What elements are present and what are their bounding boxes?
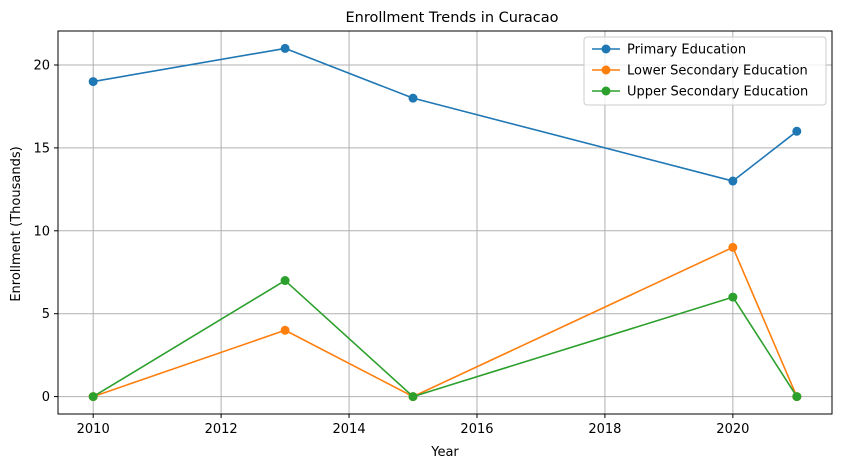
y-tick-label: 0 (42, 390, 50, 405)
series-3 (88, 276, 802, 402)
legend-item: Lower Secondary Education (592, 64, 808, 79)
legend-label: Primary Education (627, 43, 746, 58)
series-1 (88, 43, 802, 186)
data-point (728, 176, 738, 186)
x-tick-label: 2020 (716, 422, 749, 437)
legend-item: Primary Education (592, 43, 746, 58)
y-tick-label: 15 (33, 141, 50, 156)
series-line (92, 279, 798, 398)
legend-label: Upper Secondary Education (627, 85, 808, 100)
axis-ticks: 2010 2012 2014 2016 2018 2020 0 5 10 15 20 (33, 58, 749, 437)
y-tick-label: 5 (42, 307, 50, 322)
legend-swatch-marker (601, 86, 611, 96)
series-line (92, 246, 798, 398)
data-point (408, 93, 418, 103)
legend-item: Upper Secondary Education (592, 85, 808, 100)
legend-swatch-marker (601, 65, 611, 75)
data-point (728, 242, 738, 252)
x-tick-label: 2014 (333, 422, 366, 437)
data-point (408, 392, 418, 402)
y-tick-label: 10 (33, 224, 50, 239)
data-point (728, 292, 738, 302)
data-point (280, 325, 290, 335)
y-axis-label: Enrollment (Thousands) (9, 146, 24, 301)
legend-label: Lower Secondary Education (627, 64, 808, 79)
legend: Primary Education Lower Secondary Educati… (583, 36, 827, 106)
data-point (88, 77, 98, 87)
data-point (792, 126, 802, 136)
x-tick-label: 2010 (77, 422, 110, 437)
x-tick-label: 2016 (460, 422, 493, 437)
data-point (792, 392, 802, 402)
legend-box (583, 36, 827, 106)
data-point (280, 276, 290, 286)
x-tick-label: 2018 (588, 422, 621, 437)
series-2 (88, 242, 802, 402)
data-point (88, 392, 98, 402)
legend-swatch-marker (601, 44, 611, 54)
chart-title: Enrollment Trends in Curacao (345, 10, 558, 26)
data-point (280, 43, 290, 53)
x-tick-label: 2012 (205, 422, 238, 437)
series-layer (88, 43, 802, 402)
plot-frame (57, 30, 833, 415)
x-axis-label: Year (430, 445, 459, 460)
y-tick-label: 20 (33, 58, 50, 73)
